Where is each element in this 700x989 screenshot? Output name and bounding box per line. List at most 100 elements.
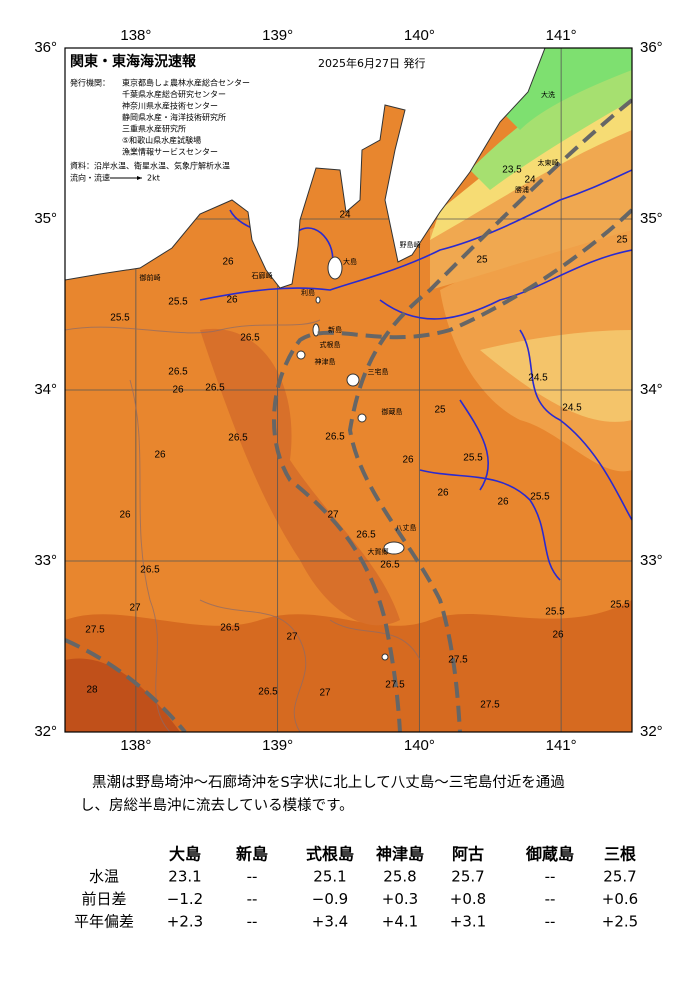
contour-label: 26 bbox=[402, 455, 414, 466]
place-name: 神津島 bbox=[315, 357, 336, 366]
contour-label: 25.5 bbox=[110, 313, 130, 324]
column-header: 御蔵島 bbox=[525, 845, 574, 864]
cell: −1.2 bbox=[167, 890, 203, 908]
cell: -- bbox=[545, 868, 556, 886]
contour-label: 25.5 bbox=[530, 492, 550, 503]
lat-tick-label: 36° bbox=[640, 39, 663, 56]
contour-label: 25 bbox=[476, 255, 488, 266]
lon-tick-label: 138° bbox=[120, 737, 151, 754]
contour-label: 26 bbox=[437, 488, 449, 499]
contour-label: 27.5 bbox=[385, 680, 405, 691]
place-name: 大洗 bbox=[541, 90, 555, 99]
lat-tick-label: 32° bbox=[640, 723, 663, 740]
place-name: 大島 bbox=[343, 257, 357, 266]
isotherms bbox=[199, 169, 632, 581]
issuer: 千葉県水産総合研究センター bbox=[122, 89, 226, 99]
contour-label: 26 bbox=[172, 385, 184, 396]
issuer: 東京都島しょ農林水産総合センター bbox=[122, 78, 250, 88]
contour-label: 26.5 bbox=[356, 530, 376, 541]
current-arrowhead bbox=[137, 176, 142, 180]
map-frame bbox=[64, 47, 633, 733]
contour-label: 26 bbox=[119, 510, 131, 521]
cell: 25.7 bbox=[451, 868, 484, 886]
lat-tick-label: 32° bbox=[34, 723, 57, 740]
islands bbox=[296, 256, 405, 661]
column-header: 三根 bbox=[604, 845, 636, 864]
lat-tick-label: 34° bbox=[640, 381, 663, 398]
lat-tick-label: 35° bbox=[34, 210, 57, 227]
cell: +2.3 bbox=[167, 913, 203, 931]
lon-tick-label: 141° bbox=[546, 737, 577, 754]
cell: -- bbox=[247, 890, 258, 908]
warm-zone bbox=[200, 328, 400, 626]
contour-label: 27.5 bbox=[480, 700, 500, 711]
lat-tick-label: 36° bbox=[34, 39, 57, 56]
cell: +3.1 bbox=[450, 913, 486, 931]
cell: +0.3 bbox=[382, 890, 418, 908]
contour-label: 25.5 bbox=[610, 600, 630, 611]
place-name: 野島崎 bbox=[400, 240, 421, 249]
place-name: 大賀郷 bbox=[368, 547, 389, 556]
contour-label: 26.5 bbox=[140, 565, 160, 576]
contour-label: 25 bbox=[434, 405, 446, 416]
contour-label: 26.5 bbox=[380, 560, 400, 571]
contour-label: 27.5 bbox=[448, 655, 468, 666]
place-name: 御前崎 bbox=[140, 273, 161, 282]
contour-label: 24.5 bbox=[562, 403, 582, 414]
cell: -- bbox=[247, 913, 258, 931]
warm-zone bbox=[65, 600, 632, 732]
row-label: 平年偏差 bbox=[74, 913, 134, 931]
contour-label: 26 bbox=[497, 497, 509, 508]
cell: -- bbox=[545, 890, 556, 908]
contour-label: 24.5 bbox=[528, 373, 548, 384]
cell: -- bbox=[247, 868, 258, 886]
contour-label: 26 bbox=[222, 257, 234, 268]
row-label: 前日差 bbox=[81, 890, 126, 908]
contour-label: 25.5 bbox=[463, 453, 483, 464]
contour-label: 23.5 bbox=[502, 165, 522, 176]
lat-tick-label: 33° bbox=[640, 552, 663, 569]
issuer: 漁業情報サービスセンター bbox=[122, 147, 218, 157]
contour-label: 26.5 bbox=[168, 367, 188, 378]
cell: −0.9 bbox=[312, 890, 348, 908]
map-title: 関東・東海海況速報 bbox=[70, 53, 197, 70]
cool-zone bbox=[480, 330, 632, 422]
current-label: 流向・流速 bbox=[70, 173, 110, 183]
issuer-label: 発行機関： bbox=[70, 78, 110, 88]
cell: 25.7 bbox=[603, 868, 636, 886]
issuer: ⑤和歌山県水産試験場 bbox=[122, 135, 201, 145]
place-name: 太東崎 bbox=[538, 158, 559, 167]
lon-tick-label: 140° bbox=[404, 27, 435, 44]
cell: +3.4 bbox=[312, 913, 348, 931]
cell: -- bbox=[545, 913, 556, 931]
contour-label: 27 bbox=[319, 688, 331, 699]
current-scale: 2kt bbox=[147, 174, 160, 183]
lon-tick-label: 140° bbox=[404, 737, 435, 754]
lat-tick-label: 35° bbox=[640, 210, 663, 227]
warm-core bbox=[65, 658, 180, 732]
place-name: 三宅島 bbox=[368, 367, 389, 376]
lon-tick-label: 141° bbox=[546, 27, 577, 44]
note-line: し、房総半島沖に流去している模様です。 bbox=[80, 797, 354, 814]
place-name: 利島 bbox=[301, 288, 315, 297]
cell: 23.1 bbox=[168, 868, 201, 886]
contour-label: 26.5 bbox=[325, 432, 345, 443]
contour-label: 27.5 bbox=[85, 625, 105, 636]
cell: 25.8 bbox=[383, 868, 416, 886]
lat-tick-label: 34° bbox=[34, 381, 57, 398]
issue-date: 2025年6月27日 発行 bbox=[318, 56, 426, 70]
cool-zone bbox=[430, 120, 632, 290]
issuer: 三重県水産研究所 bbox=[122, 124, 186, 134]
column-header: 神津島 bbox=[376, 845, 424, 864]
contour-label: 26 bbox=[154, 450, 166, 461]
issuer: 静岡県水産・海洋技術研究所 bbox=[122, 112, 226, 122]
cell: 25.1 bbox=[313, 868, 346, 886]
contour-label: 26 bbox=[552, 630, 564, 641]
lat-tick-label: 33° bbox=[34, 552, 57, 569]
contour-label: 25 bbox=[616, 235, 628, 246]
contour-label: 26 bbox=[226, 295, 238, 306]
land bbox=[65, 48, 546, 289]
issuer: 神奈川県水産技術センター bbox=[122, 101, 218, 111]
lon-tick-label: 139° bbox=[262, 737, 293, 754]
